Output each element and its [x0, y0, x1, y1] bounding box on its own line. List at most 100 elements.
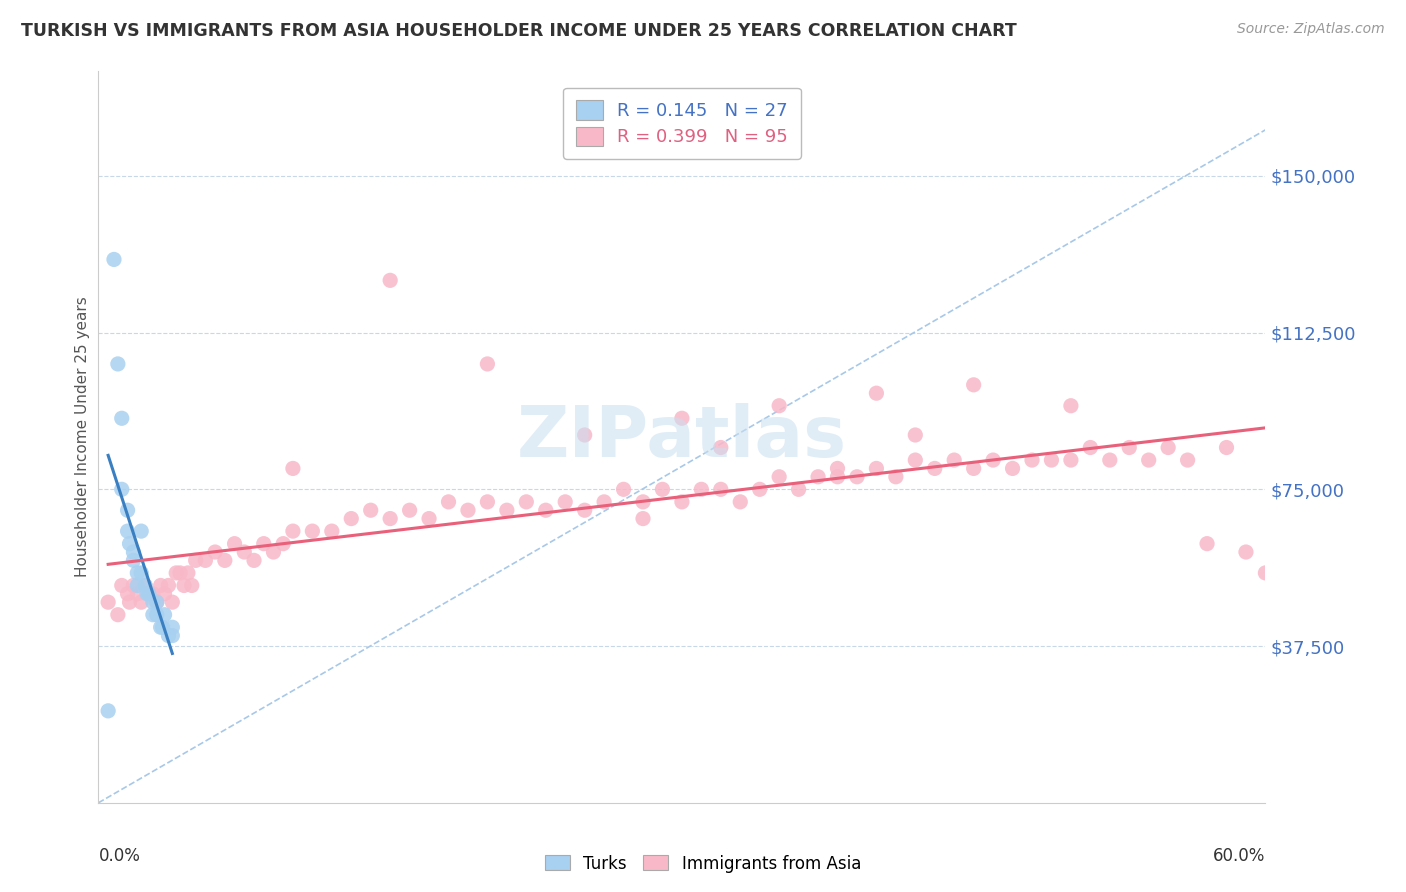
- Point: [129, 524, 152, 538]
- Point: [138, 587, 160, 601]
- Point: [233, 545, 256, 559]
- Point: [768, 470, 790, 484]
- Point: [169, 566, 191, 580]
- Point: [162, 629, 184, 643]
- Point: [981, 453, 1004, 467]
- Point: [690, 483, 713, 497]
- Point: [262, 545, 284, 559]
- Point: [184, 553, 207, 567]
- Point: [118, 536, 141, 550]
- Point: [180, 578, 202, 592]
- Point: [651, 483, 673, 497]
- Point: [111, 578, 134, 592]
- Point: [103, 252, 125, 267]
- Point: [1001, 461, 1024, 475]
- Point: [1157, 441, 1180, 455]
- Point: [149, 578, 172, 592]
- Point: [457, 503, 479, 517]
- Point: [138, 587, 160, 601]
- Point: [631, 511, 654, 525]
- Point: [301, 524, 323, 538]
- Text: 60.0%: 60.0%: [1213, 847, 1265, 864]
- Point: [134, 578, 156, 592]
- Point: [146, 607, 169, 622]
- Point: [380, 273, 402, 287]
- Point: [1137, 453, 1160, 467]
- Point: [827, 461, 849, 475]
- Point: [111, 483, 134, 497]
- Point: [149, 620, 172, 634]
- Point: [117, 524, 139, 538]
- Point: [904, 428, 927, 442]
- Point: [165, 566, 187, 580]
- Point: [146, 595, 169, 609]
- Point: [122, 553, 145, 567]
- Point: [865, 461, 887, 475]
- Point: [1177, 453, 1199, 467]
- Point: [1098, 453, 1121, 467]
- Point: [157, 578, 180, 592]
- Text: TURKISH VS IMMIGRANTS FROM ASIA HOUSEHOLDER INCOME UNDER 25 YEARS CORRELATION CH: TURKISH VS IMMIGRANTS FROM ASIA HOUSEHOL…: [21, 22, 1017, 40]
- Point: [142, 607, 165, 622]
- Point: [117, 587, 139, 601]
- Point: [1080, 441, 1102, 455]
- Point: [111, 411, 134, 425]
- Point: [477, 357, 499, 371]
- Point: [117, 503, 139, 517]
- Point: [418, 511, 440, 525]
- Point: [437, 495, 460, 509]
- Point: [122, 545, 145, 559]
- Point: [904, 453, 927, 467]
- Point: [177, 566, 200, 580]
- Point: [477, 495, 499, 509]
- Point: [884, 470, 907, 484]
- Point: [631, 495, 654, 509]
- Point: [574, 503, 596, 517]
- Point: [360, 503, 382, 517]
- Point: [271, 536, 294, 550]
- Text: 0.0%: 0.0%: [98, 847, 141, 864]
- Point: [134, 578, 156, 592]
- Point: [380, 511, 402, 525]
- Point: [613, 483, 636, 497]
- Point: [574, 428, 596, 442]
- Legend: R = 0.145   N = 27, R = 0.399   N = 95: R = 0.145 N = 27, R = 0.399 N = 95: [564, 87, 800, 159]
- Point: [807, 470, 830, 484]
- Point: [173, 578, 195, 592]
- Point: [1254, 566, 1277, 580]
- Point: [224, 536, 246, 550]
- Point: [1021, 453, 1043, 467]
- Point: [129, 566, 152, 580]
- Point: [340, 511, 363, 525]
- Point: [1215, 441, 1237, 455]
- Point: [118, 595, 141, 609]
- Point: [593, 495, 616, 509]
- Point: [157, 629, 180, 643]
- Text: ZIPatlas: ZIPatlas: [517, 402, 846, 472]
- Point: [748, 483, 770, 497]
- Point: [142, 587, 165, 601]
- Point: [129, 595, 152, 609]
- Point: [943, 453, 966, 467]
- Point: [214, 553, 236, 567]
- Point: [710, 441, 733, 455]
- Point: [146, 595, 169, 609]
- Point: [768, 399, 790, 413]
- Point: [787, 483, 810, 497]
- Point: [153, 607, 176, 622]
- Point: [962, 377, 984, 392]
- Point: [710, 483, 733, 497]
- Point: [281, 524, 304, 538]
- Y-axis label: Householder Income Under 25 years: Householder Income Under 25 years: [75, 297, 90, 577]
- Point: [398, 503, 420, 517]
- Point: [122, 578, 145, 592]
- Point: [496, 503, 519, 517]
- Point: [1060, 399, 1083, 413]
- Legend: Turks, Immigrants from Asia: Turks, Immigrants from Asia: [538, 848, 868, 880]
- Point: [107, 607, 129, 622]
- Point: [1234, 545, 1257, 559]
- Point: [127, 578, 149, 592]
- Point: [924, 461, 946, 475]
- Point: [127, 566, 149, 580]
- Point: [243, 553, 266, 567]
